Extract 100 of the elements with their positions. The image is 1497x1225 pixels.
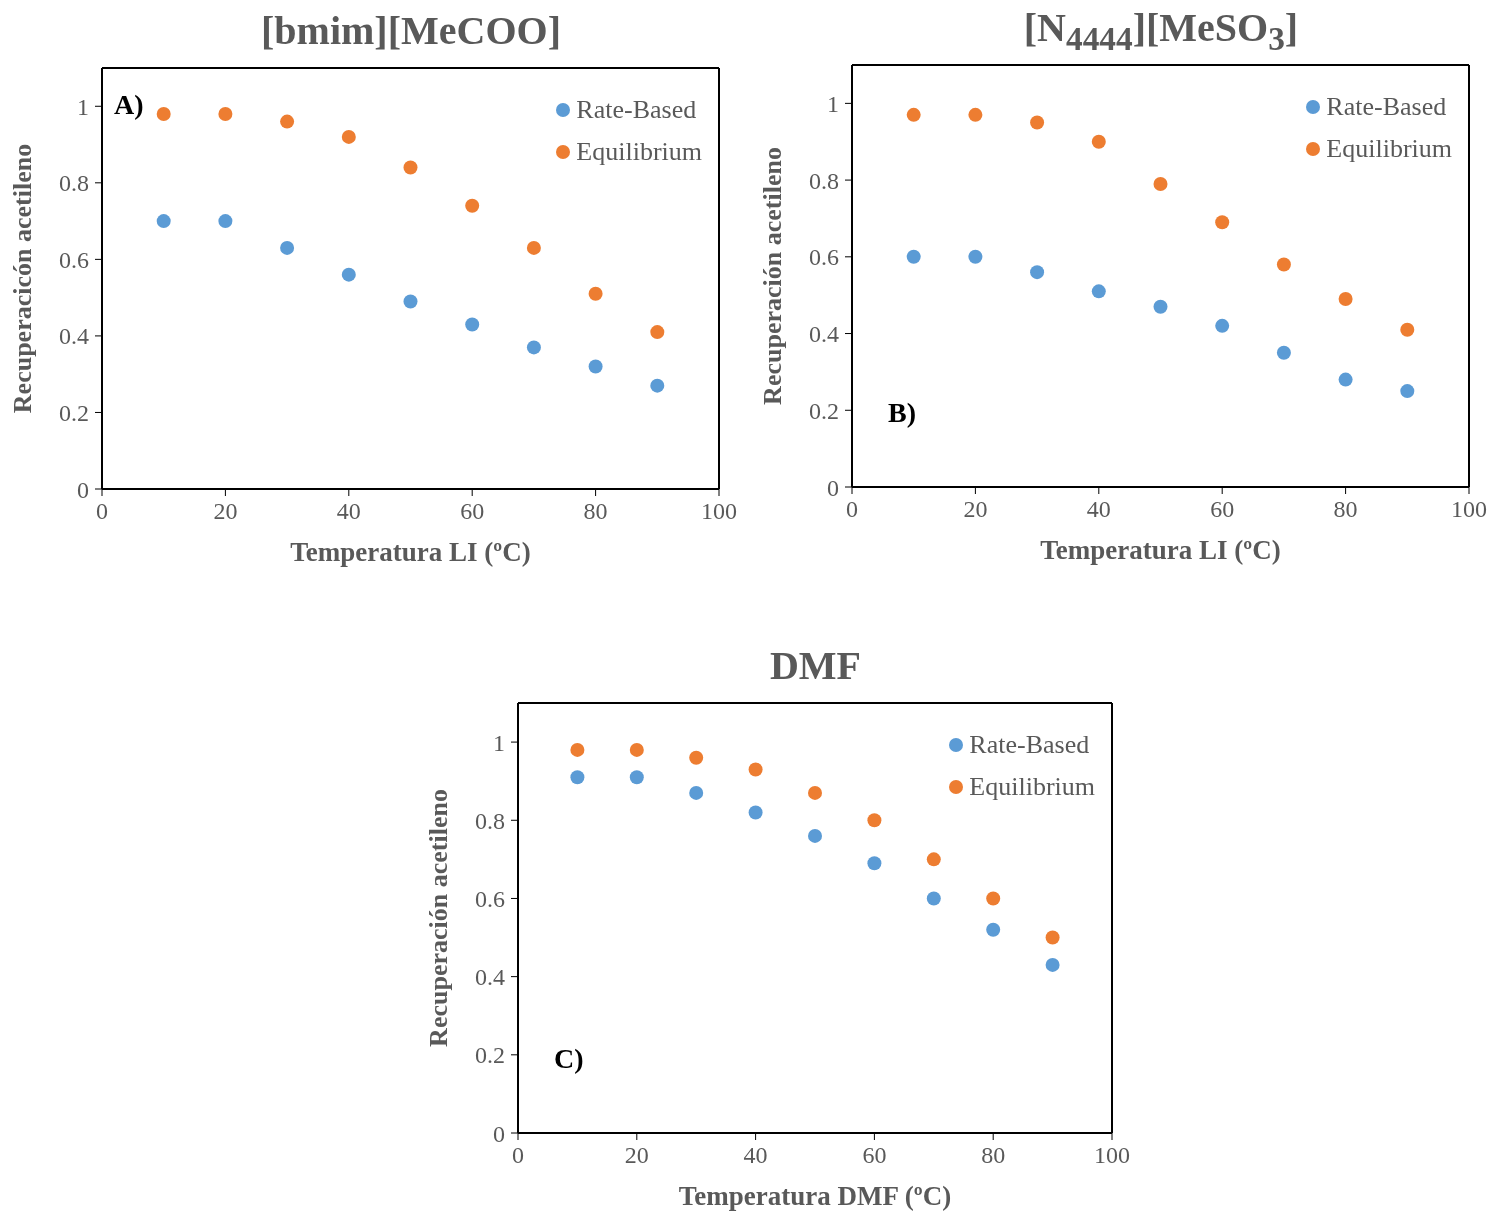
- x-tick-label: 60: [1210, 496, 1235, 523]
- point: [906, 107, 921, 122]
- point: [1091, 284, 1106, 299]
- annotation: B): [888, 397, 916, 429]
- y-tick-label: 1: [493, 729, 505, 756]
- x-tick-label: 60: [862, 1142, 887, 1169]
- y-tick-label: 0.2: [475, 1042, 505, 1069]
- point: [526, 340, 541, 355]
- point: [1030, 115, 1045, 130]
- y-tick-label: 0.6: [809, 244, 839, 271]
- point: [968, 249, 983, 264]
- point: [906, 249, 921, 264]
- x-tick-label: 100: [1094, 1142, 1130, 1169]
- point: [341, 129, 356, 144]
- point: [986, 922, 1001, 937]
- point: [218, 214, 233, 229]
- annotation: C): [554, 1043, 584, 1075]
- x-tick-label: 0: [96, 498, 108, 525]
- chart-title: [bmim][MeCOO]: [260, 7, 562, 55]
- point: [867, 813, 882, 828]
- point: [218, 106, 233, 121]
- legend-label: Rate-Based: [576, 94, 697, 126]
- x-tick-label: 40: [743, 1142, 768, 1169]
- point: [968, 107, 983, 122]
- point: [1153, 299, 1168, 314]
- point: [629, 770, 644, 785]
- point: [156, 214, 171, 229]
- point: [926, 852, 941, 867]
- point: [465, 317, 480, 332]
- point: [1215, 215, 1230, 230]
- y-tick-label: 0.4: [475, 964, 505, 991]
- y-tick-label: 0: [77, 476, 89, 503]
- point: [1045, 930, 1060, 945]
- point: [629, 742, 644, 757]
- point: [650, 325, 665, 340]
- point: [570, 770, 585, 785]
- point: [1153, 176, 1168, 191]
- x-tick-label: 20: [213, 498, 238, 525]
- point: [748, 805, 763, 820]
- x-axis-title: Temperatura DMF (ºC): [678, 1181, 952, 1211]
- point: [808, 785, 822, 800]
- point: [1091, 134, 1106, 149]
- x-tick-label: 40: [336, 498, 361, 525]
- x-tick-label: 60: [460, 498, 485, 525]
- point: [465, 198, 480, 213]
- x-tick-label: 80: [981, 1142, 1006, 1169]
- x-tick-label: 40: [1086, 496, 1111, 523]
- annotation: A): [114, 89, 144, 121]
- chart-title: DMF: [768, 642, 863, 690]
- legend-label: Rate-Based: [1326, 91, 1447, 123]
- point: [1400, 384, 1415, 399]
- legend-label: Equilibrium: [969, 771, 1095, 803]
- point: [341, 267, 356, 282]
- y-tick-label: 0: [493, 1120, 505, 1147]
- y-tick-label: 0.8: [59, 170, 89, 197]
- x-tick-label: 100: [701, 498, 737, 525]
- point: [1276, 257, 1291, 272]
- y-tick-label: 0.8: [475, 807, 505, 834]
- legend-label: Rate-Based: [969, 729, 1090, 761]
- x-tick-label: 80: [583, 498, 608, 525]
- point: [403, 160, 418, 175]
- x-tick-label: 0: [846, 496, 858, 523]
- y-axis-title: Recuperación acetileno: [424, 789, 454, 1047]
- point: [748, 762, 763, 777]
- y-axis-title: Recuperación acetileno: [758, 147, 788, 405]
- point: [588, 286, 603, 301]
- point: [156, 106, 171, 121]
- point: [867, 856, 882, 871]
- x-tick-label: 20: [624, 1142, 649, 1169]
- y-tick-label: 0.4: [809, 321, 839, 348]
- legend-label: Equilibrium: [1326, 133, 1452, 165]
- point: [689, 750, 704, 765]
- y-tick-label: 0.6: [59, 246, 89, 273]
- point: [280, 240, 295, 255]
- x-tick-label: 20: [963, 496, 988, 523]
- x-tick-label: 80: [1333, 496, 1358, 523]
- point: [1215, 318, 1230, 333]
- point: [926, 891, 941, 906]
- point: [1030, 265, 1045, 280]
- point: [526, 240, 541, 255]
- point: [1338, 292, 1353, 307]
- y-tick-label: 0.8: [809, 167, 839, 194]
- point: [588, 359, 603, 374]
- y-tick-label: 1: [77, 93, 89, 120]
- y-tick-label: 1: [827, 90, 839, 117]
- x-axis-title: Temperatura LI (ºC): [1040, 535, 1281, 565]
- point: [1045, 957, 1060, 972]
- chart-title: [N$_{4444}$][MeSO$_{3}$]: [1022, 4, 1300, 59]
- point: [570, 742, 585, 757]
- point: [1338, 372, 1353, 387]
- point: [280, 114, 295, 129]
- point: [1400, 322, 1415, 337]
- y-axis-title: Recuperacicón acetileno: [8, 143, 38, 414]
- y-tick-label: 0.4: [59, 323, 89, 350]
- point: [1276, 345, 1291, 360]
- y-tick-label: 0.6: [475, 885, 505, 912]
- point: [650, 378, 665, 393]
- y-tick-label: 0: [827, 474, 839, 501]
- legend-label: Equilibrium: [576, 136, 702, 168]
- point: [986, 891, 1001, 906]
